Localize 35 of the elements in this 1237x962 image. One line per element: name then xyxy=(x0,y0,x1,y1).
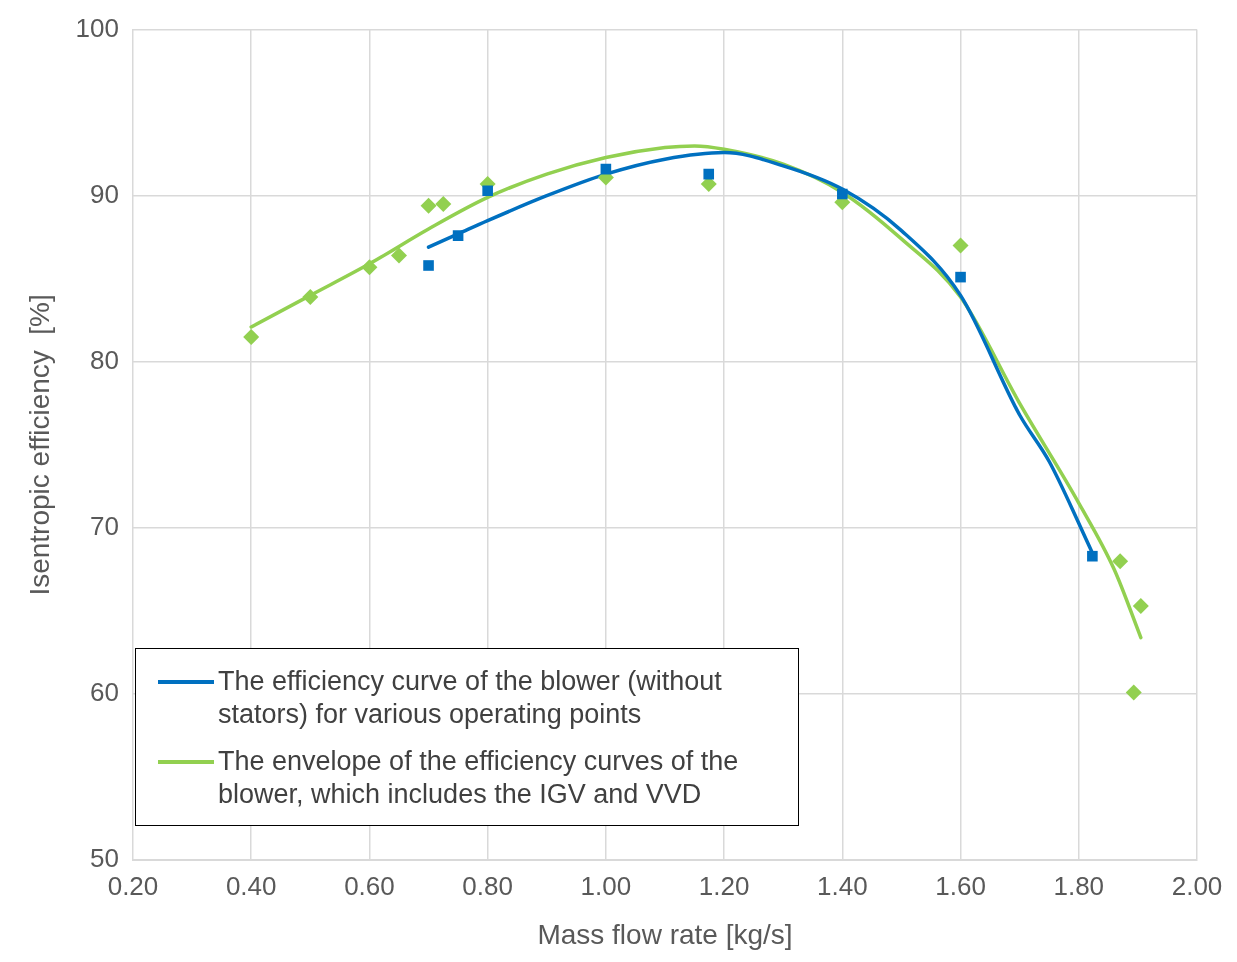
y-tick-label: 70 xyxy=(90,511,119,542)
point xyxy=(423,260,434,271)
y-tick-label: 90 xyxy=(90,178,119,209)
x-tick-label: 2.00 xyxy=(1171,870,1223,901)
point xyxy=(420,197,437,214)
point xyxy=(243,328,260,345)
point xyxy=(482,185,493,197)
point xyxy=(1087,550,1098,562)
point xyxy=(361,259,378,276)
point xyxy=(452,230,464,241)
x-tick-label: 1.60 xyxy=(935,870,986,901)
point xyxy=(302,289,319,306)
y-tick-label: 60 xyxy=(90,677,119,708)
point xyxy=(955,271,966,283)
point xyxy=(390,247,407,264)
x-axis-title: Mass flow rate [kg/s] xyxy=(537,918,793,950)
y-axis-title: Isentropic efficiency [%] xyxy=(23,294,55,596)
point xyxy=(435,196,452,213)
y-tick-label: 80 xyxy=(90,345,119,376)
x-tick-label: 1.40 xyxy=(817,870,868,901)
legend-label: The efficiency curve of the blower (without stators) for various operating points xyxy=(218,665,723,731)
point xyxy=(1125,684,1142,701)
x-tick-label: 0.80 xyxy=(462,870,513,901)
x-tick-label: 1.00 xyxy=(580,870,632,901)
x-tick-label: 1.80 xyxy=(1053,870,1105,901)
point xyxy=(703,168,715,180)
point xyxy=(837,188,848,200)
point xyxy=(1112,553,1129,570)
x-tick-label: 0.40 xyxy=(225,870,277,901)
x-tick-label: 1.20 xyxy=(698,870,750,901)
point xyxy=(1132,598,1149,615)
y-tick-label: 100 xyxy=(75,12,119,43)
legend-label: The envelope of the efficiency curves of the blower, which includes the IGV and VVD xyxy=(218,745,740,811)
x-tick-label: 0.60 xyxy=(344,870,395,901)
point xyxy=(952,237,969,254)
